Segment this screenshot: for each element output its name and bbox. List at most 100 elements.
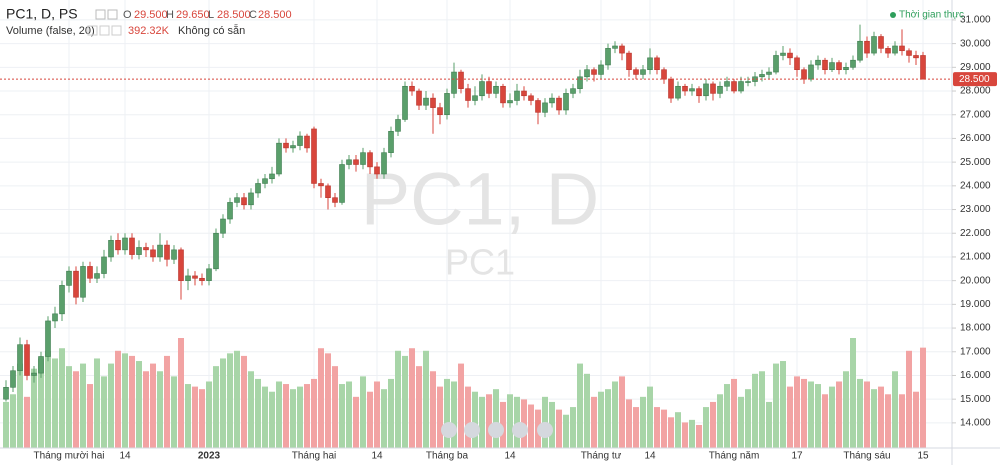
volume-bar — [906, 350, 912, 448]
candle-body — [787, 52, 793, 59]
c-label: C — [249, 9, 257, 21]
volume-bar — [885, 394, 891, 448]
volume-bar — [262, 386, 268, 448]
candle-body — [801, 69, 807, 80]
candle-body — [430, 97, 436, 108]
volume-layer — [3, 338, 926, 448]
nav-button[interactable] — [464, 422, 480, 438]
icon[interactable] — [107, 9, 118, 20]
volume-bar — [409, 348, 415, 448]
x-tick-label: Tháng ba — [426, 451, 469, 462]
candle-body — [129, 237, 135, 255]
candle-body — [731, 81, 737, 92]
candle-body — [157, 244, 163, 258]
volume-bar — [612, 381, 618, 448]
candle-body — [682, 85, 688, 92]
volume-bar — [486, 394, 492, 448]
volume-bar — [248, 371, 254, 448]
icon[interactable] — [111, 25, 122, 36]
nav-button[interactable] — [488, 422, 504, 438]
volume-bar — [234, 350, 240, 448]
icon[interactable] — [99, 25, 110, 36]
volume-bar — [626, 399, 632, 448]
volume-bar — [402, 355, 408, 448]
o-label: O — [123, 9, 132, 21]
y-tick-label: 31.000 — [960, 15, 991, 26]
candle-body — [185, 275, 191, 281]
volume-bar — [850, 338, 856, 448]
candle-body — [80, 266, 86, 298]
volume-bar — [878, 386, 884, 448]
volume-bar — [892, 371, 898, 448]
volume-bar — [731, 378, 737, 448]
last-price-box — [953, 72, 997, 87]
volume-bar — [157, 371, 163, 448]
volume-bar — [220, 358, 226, 448]
volume-bar — [549, 401, 555, 448]
volume-bar — [507, 394, 513, 448]
candle-body — [843, 67, 849, 70]
volume-bar — [857, 378, 863, 448]
candle-body — [913, 55, 919, 59]
candle-body — [136, 247, 142, 255]
volume-bar — [318, 348, 324, 448]
candle-body — [395, 119, 401, 132]
candle-body — [290, 145, 296, 149]
candle-body — [353, 159, 359, 165]
x-tick-label: Tháng hai — [292, 451, 336, 462]
volume-value: 392.32K — [128, 25, 170, 37]
candle-body — [626, 52, 632, 70]
volume-bar — [451, 381, 457, 448]
candle-body — [479, 81, 485, 97]
icon[interactable] — [87, 25, 98, 36]
candle-body — [213, 232, 219, 270]
candle-body — [339, 164, 345, 203]
x-tick-label: Tháng sáu — [843, 451, 890, 462]
y-tick-label: 14.000 — [960, 418, 991, 429]
nav-button[interactable] — [441, 422, 457, 438]
candle-body — [346, 159, 352, 165]
candle-body — [696, 88, 702, 97]
x-tick-label: 2023 — [198, 451, 221, 462]
volume-bar — [185, 384, 191, 448]
symbol: PC1, D, PS — [6, 6, 78, 22]
nav-button[interactable] — [512, 422, 528, 438]
candle-body — [220, 218, 226, 234]
volume-bar — [66, 366, 72, 448]
volume-bar — [171, 376, 177, 448]
candle-body — [437, 107, 443, 116]
volume-bar — [794, 376, 800, 448]
candle-body — [3, 387, 9, 400]
candle-body — [829, 62, 835, 70]
volume-bar — [563, 414, 569, 448]
volume-bar — [87, 384, 93, 448]
volume-bar — [108, 363, 114, 448]
volume-bar — [374, 381, 380, 448]
candle-body — [227, 202, 233, 220]
candle-body — [920, 55, 926, 80]
nav-button[interactable] — [537, 422, 553, 438]
volume-bar — [45, 350, 51, 448]
candle-body — [745, 81, 751, 83]
volume-bar — [493, 389, 499, 448]
y-tick-label: 20.000 — [960, 275, 991, 286]
x-tick-label: 14 — [371, 451, 383, 462]
watermark-sub: PC1 — [445, 242, 515, 283]
candle-body — [605, 48, 611, 66]
volume-bar — [416, 366, 422, 448]
candle-body — [52, 313, 58, 322]
candle-body — [486, 81, 492, 94]
candle-body — [759, 74, 765, 78]
o-value: 29.500 — [134, 9, 168, 21]
volume-bar — [178, 338, 184, 448]
candle-body — [416, 90, 422, 106]
volume-bar — [367, 391, 373, 448]
x-tick-label: 15 — [917, 451, 929, 462]
candle-body — [325, 185, 331, 198]
axis: 14.000 15.000 16.000 17.000 18.000 19.000 20.0… — [33, 15, 997, 462]
candle-body — [668, 78, 674, 99]
volume-bar — [24, 396, 30, 448]
icon[interactable] — [95, 9, 106, 20]
c-value: 28.500 — [258, 9, 292, 21]
volume-bar — [479, 396, 485, 448]
